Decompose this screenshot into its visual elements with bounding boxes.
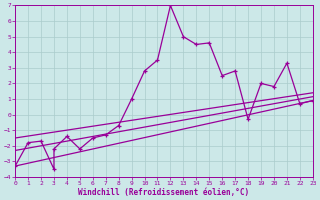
X-axis label: Windchill (Refroidissement éolien,°C): Windchill (Refroidissement éolien,°C) [78, 188, 250, 197]
